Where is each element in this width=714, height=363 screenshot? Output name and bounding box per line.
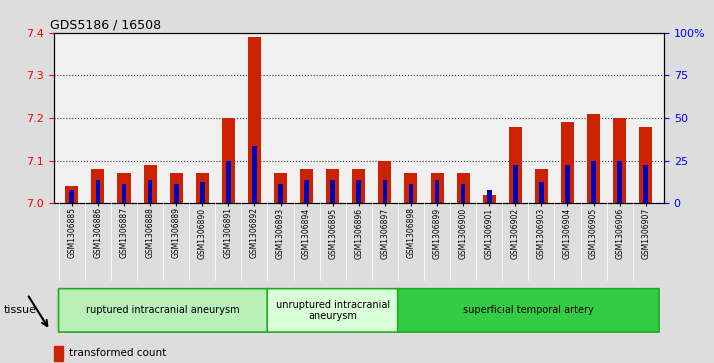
Text: unruptured intracranial
aneurysm: unruptured intracranial aneurysm [276,299,390,321]
Bar [54,346,64,361]
Bar [331,180,335,203]
Bar [461,184,466,203]
Bar [565,165,570,203]
Bar [535,169,548,203]
Text: tissue: tissue [4,305,36,315]
Bar [222,118,235,203]
Bar [513,165,518,203]
Bar [96,180,100,203]
Bar [356,180,361,203]
Bar [352,169,366,203]
Bar [65,186,79,203]
Bar [121,184,126,203]
Bar [561,122,574,203]
Bar [174,184,178,203]
Bar [435,180,439,203]
Bar [404,174,418,203]
Bar [383,180,387,203]
Bar [248,37,261,203]
Bar [196,174,208,203]
Bar [200,182,205,203]
Bar [643,165,648,203]
FancyBboxPatch shape [398,289,659,332]
Bar [431,174,443,203]
Bar [378,161,391,203]
Text: ruptured intracranial aneurysm: ruptured intracranial aneurysm [86,305,240,315]
Bar [91,169,104,203]
Bar [252,146,257,203]
Text: transformed count: transformed count [69,348,166,358]
Bar [274,174,287,203]
Bar [487,191,491,203]
Bar [144,165,156,203]
Bar [483,195,496,203]
FancyBboxPatch shape [59,289,268,332]
Bar [591,161,596,203]
Bar [300,169,313,203]
Bar [118,174,131,203]
Bar [639,127,653,203]
Bar [326,169,339,203]
Bar [278,184,283,203]
Text: GDS5186 / 16508: GDS5186 / 16508 [51,19,161,32]
Bar [170,174,183,203]
Bar [613,118,626,203]
Bar [226,161,231,203]
Bar [148,180,152,203]
Bar [408,184,413,203]
Bar [457,174,470,203]
Text: superficial temporal artery: superficial temporal artery [463,305,594,315]
FancyBboxPatch shape [267,289,398,332]
Bar [509,127,522,203]
Bar [618,161,622,203]
Bar [587,114,600,203]
Bar [69,191,74,203]
Bar [539,182,544,203]
Bar [304,180,309,203]
